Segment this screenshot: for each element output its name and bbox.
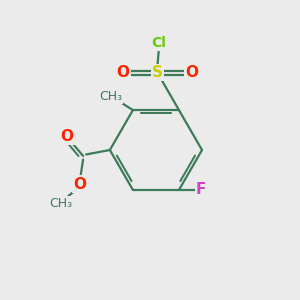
Text: CH₃: CH₃: [99, 90, 122, 103]
Text: O: O: [60, 129, 73, 144]
Text: Cl: Cl: [152, 36, 166, 50]
Text: S: S: [152, 65, 163, 80]
Text: CH₃: CH₃: [49, 197, 72, 210]
Text: O: O: [117, 65, 130, 80]
Text: F: F: [196, 182, 206, 197]
Text: O: O: [74, 177, 87, 192]
Text: O: O: [185, 65, 198, 80]
